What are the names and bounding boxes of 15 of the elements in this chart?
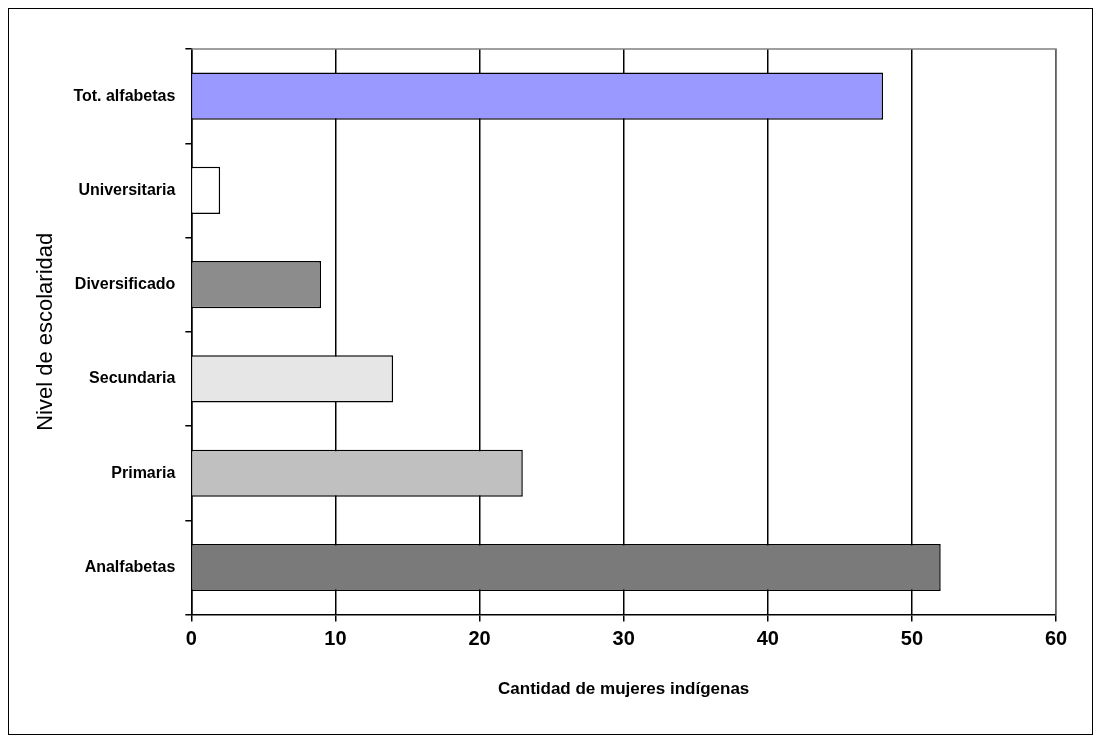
y-tick-label: Secundaria — [89, 369, 176, 387]
x-tick-label: 30 — [612, 627, 635, 650]
y-tick-label: Primaria — [111, 463, 176, 481]
y-axis-title: Nivel de escolaridad — [32, 232, 58, 431]
x-tick-label: 40 — [756, 627, 779, 650]
y-tick-label: Universitaria — [78, 180, 176, 198]
y-tick-label: Diversificado — [74, 275, 176, 293]
y-tick-label: Analfabetas — [84, 557, 176, 575]
x-tick-label: 20 — [468, 627, 491, 650]
x-tick-label: 0 — [185, 627, 197, 650]
x-tick-label: 50 — [900, 627, 924, 650]
y-tick-label: Tot. alfabetas — [73, 86, 176, 104]
x-axis-title: Cantidad de mujeres indígenas — [498, 679, 750, 699]
x-tick-label: 60 — [1044, 627, 1068, 650]
x-tick-label: 10 — [324, 627, 347, 650]
